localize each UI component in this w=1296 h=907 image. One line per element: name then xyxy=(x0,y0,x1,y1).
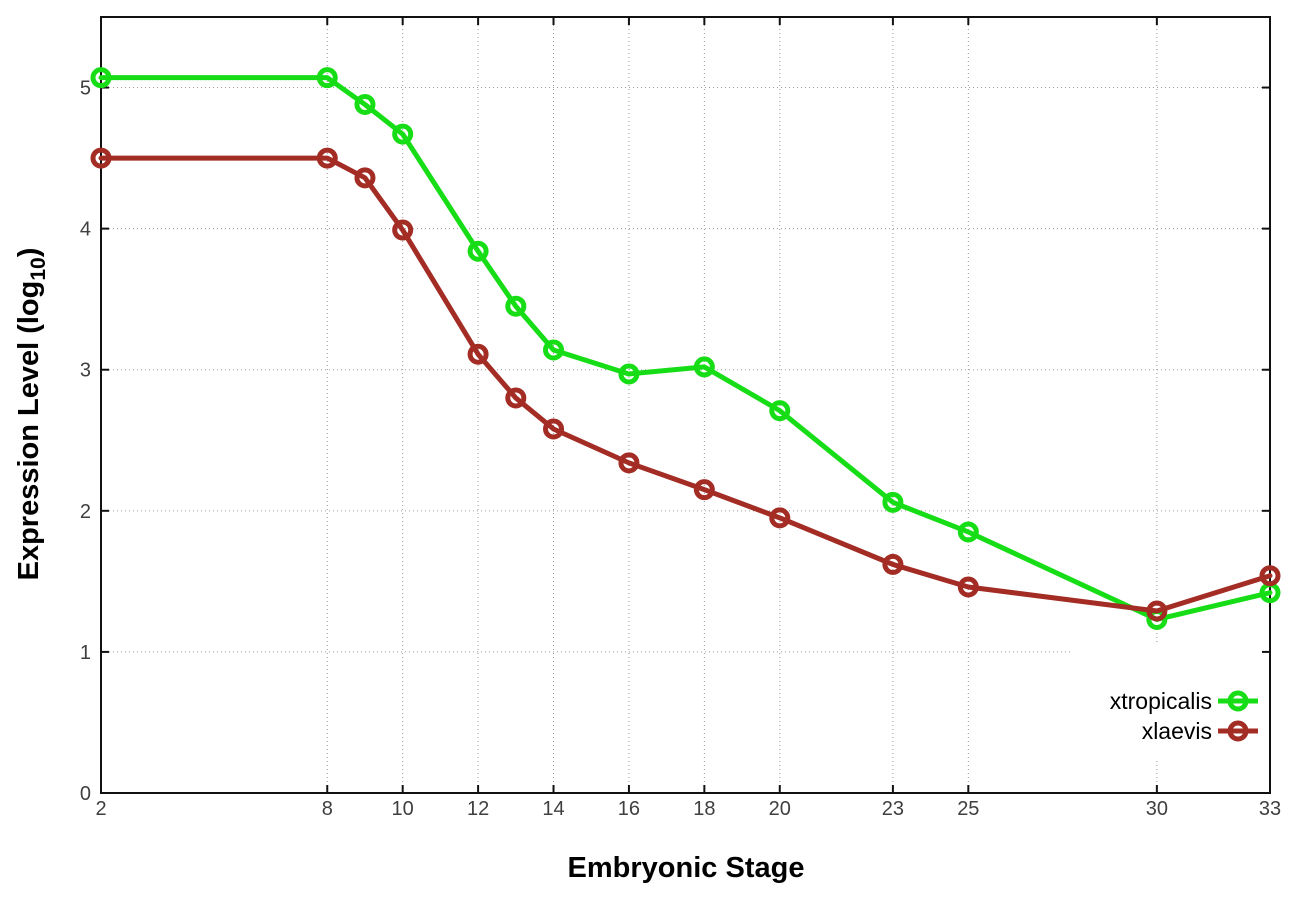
data-point-xtropicalis-stage-18 xyxy=(693,356,715,378)
x-tick-label-25: 25 xyxy=(957,798,979,820)
data-point-xlaevis-stage-14 xyxy=(543,418,565,440)
data-point-xtropicalis-stage-12 xyxy=(467,240,489,262)
data-point-xlaevis-stage-25 xyxy=(957,576,979,598)
x-tick-label-2: 2 xyxy=(95,798,106,820)
data-point-xtropicalis-stage-20 xyxy=(769,400,791,422)
data-point-xtropicalis-stage-8 xyxy=(316,67,338,89)
y-axis-title: Expression Level (log10) xyxy=(13,248,50,581)
legend-samples-layer xyxy=(1218,690,1258,742)
data-point-xlaevis-stage-23 xyxy=(882,553,904,575)
data-point-xlaevis-stage-20 xyxy=(769,507,791,529)
data-point-xlaevis-stage-30 xyxy=(1146,600,1168,622)
x-axis-title: Embryonic Stage xyxy=(568,852,805,884)
x-tick-label-18: 18 xyxy=(693,798,715,820)
data-point-xlaevis-stage-18 xyxy=(693,479,715,501)
legend: xtropicalis xlaevis xyxy=(1110,688,1212,744)
x-tick-label-33: 33 xyxy=(1259,798,1281,820)
legend-label-xlaevis: xlaevis xyxy=(1142,718,1212,744)
legend-label-xtropicalis: xtropicalis xyxy=(1110,688,1212,714)
data-point-xlaevis-stage-16 xyxy=(618,452,640,474)
y-axis-title-main: Expression Level (log xyxy=(13,281,45,581)
y-tick-label-1: 1 xyxy=(80,642,91,664)
x-tick-label-20: 20 xyxy=(769,798,791,820)
y-tick-label-3: 3 xyxy=(80,360,91,382)
data-point-xtropicalis-stage-23 xyxy=(882,491,904,513)
x-tick-label-16: 16 xyxy=(618,798,640,820)
ticks-layer xyxy=(100,17,1271,794)
data-point-xtropicalis-stage-14 xyxy=(543,339,565,361)
data-point-xtropicalis-stage-2 xyxy=(90,67,112,89)
x-tick-label-30: 30 xyxy=(1146,798,1168,820)
data-point-xtropicalis-stage-10 xyxy=(392,123,414,145)
x-tick-label-14: 14 xyxy=(542,798,564,820)
x-tick-label-8: 8 xyxy=(322,798,333,820)
data-point-xlaevis-stage-13 xyxy=(505,387,527,409)
legend-sample-marker-xlaevis xyxy=(1227,720,1249,742)
data-point-xtropicalis-stage-9 xyxy=(354,93,376,115)
y-tick-label-0: 0 xyxy=(80,783,91,805)
x-tick-label-10: 10 xyxy=(392,798,414,820)
y-tick-label-5: 5 xyxy=(80,78,91,100)
series-layer xyxy=(90,67,1281,630)
data-point-xlaevis-stage-9 xyxy=(354,167,376,189)
data-point-xlaevis-stage-8 xyxy=(316,147,338,169)
legend-sample-marker-xtropicalis xyxy=(1227,690,1249,712)
data-point-xtropicalis-stage-13 xyxy=(505,295,527,317)
y-tick-label-2: 2 xyxy=(80,501,91,523)
y-axis-title-close: ) xyxy=(13,248,45,258)
plot-border xyxy=(100,16,1271,794)
data-point-xlaevis-stage-2 xyxy=(90,147,112,169)
data-point-xlaevis-stage-10 xyxy=(392,219,414,241)
data-point-xtropicalis-stage-16 xyxy=(618,363,640,385)
y-axis-title-subscript: 10 xyxy=(27,257,50,280)
data-point-xtropicalis-stage-25 xyxy=(957,521,979,543)
x-tick-label-23: 23 xyxy=(882,798,904,820)
data-point-xlaevis-stage-33 xyxy=(1259,565,1281,587)
data-point-xlaevis-stage-12 xyxy=(467,343,489,365)
x-tick-label-12: 12 xyxy=(467,798,489,820)
series-line-xlaevis xyxy=(98,155,1273,614)
y-tick-label-4: 4 xyxy=(80,219,91,241)
